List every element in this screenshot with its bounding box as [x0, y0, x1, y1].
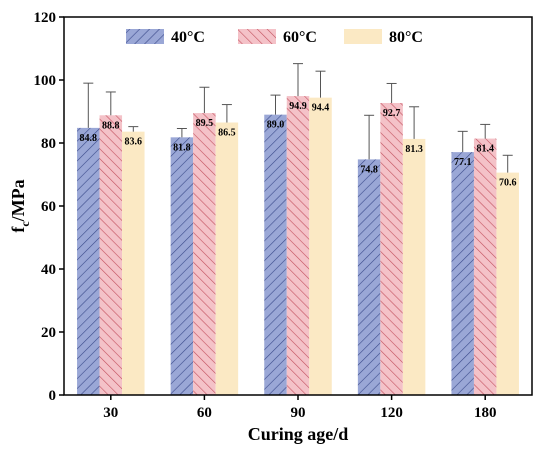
- data-label-80°C-90: 94.4: [312, 103, 330, 114]
- bar-80°C-30: [122, 131, 145, 395]
- x-tick-label-90: 90: [291, 405, 306, 421]
- bar-40°C-30: [77, 127, 100, 395]
- data-label-60°C-180: 81.4: [476, 144, 494, 155]
- y-axis-title-main: f: [8, 226, 28, 233]
- bar-80°C-120: [402, 138, 426, 395]
- bar-80°C-90: [309, 97, 332, 395]
- data-label-40°C-180: 77.1: [454, 157, 472, 168]
- bar-80°C-180: [496, 172, 519, 395]
- x-ticks-layer: 30 60 90 120 180: [103, 395, 496, 421]
- legend-label-80°C: 80°C: [389, 29, 423, 46]
- bar-40°C-180: [451, 152, 474, 395]
- y-tick-label-60: 60: [41, 199, 56, 215]
- data-label-60°C-90: 94.9: [289, 101, 307, 112]
- data-label-80°C-30: 83.6: [125, 137, 143, 148]
- x-tick-label-180: 180: [474, 405, 497, 421]
- y-axis-title-unit: /MPa: [8, 179, 28, 222]
- y-tick-label-0: 0: [49, 388, 57, 404]
- data-label-80°C-180: 70.6: [499, 178, 517, 189]
- y-tick-label-80: 80: [41, 136, 56, 152]
- x-tick-label-30: 30: [103, 405, 118, 421]
- data-label-40°C-120: 74.8: [360, 164, 378, 175]
- y-tick-label-40: 40: [41, 262, 56, 278]
- legend-swatch-60°C: [238, 29, 276, 44]
- bar-40°C-90: [264, 114, 287, 396]
- bar-60°C-180: [473, 138, 497, 395]
- bar-60°C-30: [99, 115, 123, 395]
- y-axis-title-subscript: c: [18, 221, 32, 227]
- data-label-80°C-120: 81.3: [405, 144, 423, 155]
- y-tick-label-100: 100: [34, 73, 57, 89]
- data-label-40°C-30: 84.8: [80, 133, 98, 144]
- bar-40°C-120: [357, 159, 381, 395]
- bar-60°C-120: [380, 102, 403, 396]
- bar-60°C-60: [193, 113, 216, 395]
- y-tick-label-120: 120: [34, 10, 57, 26]
- data-label-60°C-30: 88.8: [102, 120, 120, 131]
- data-label-40°C-60: 81.8: [173, 142, 191, 153]
- data-label-40°C-90: 89.0: [267, 120, 285, 131]
- y-tick-label-20: 20: [41, 325, 56, 341]
- data-labels-layer: 84.8 88.8 83.6 81.8 89.5 86.5 89.0 94.9 94.4 74.8…: [80, 101, 517, 189]
- legend-swatch-80°C: [344, 29, 382, 44]
- bar-80°C-60: [215, 122, 239, 396]
- data-label-60°C-60: 89.5: [196, 118, 214, 129]
- error-bars-layer: [83, 63, 513, 173]
- data-label-60°C-120: 92.7: [383, 108, 401, 119]
- x-axis-title: Curing age/d: [248, 424, 349, 444]
- legend-label-40°C: 40°C: [171, 29, 205, 46]
- legend-swatch-40°C: [126, 29, 164, 44]
- data-label-80°C-60: 86.5: [218, 128, 236, 139]
- x-tick-label-60: 60: [197, 405, 212, 421]
- y-axis-title: fc/MPa: [8, 179, 32, 232]
- legend: 40°C 60°C 80°C: [126, 29, 423, 46]
- bars-layer: [77, 96, 519, 396]
- bar-60°C-90: [286, 96, 310, 395]
- y-ticks-layer: 0 20 40 60 80 100 120: [34, 10, 64, 404]
- bar-40°C-60: [170, 137, 194, 395]
- legend-label-60°C: 60°C: [283, 29, 317, 46]
- x-tick-label-120: 120: [380, 405, 403, 421]
